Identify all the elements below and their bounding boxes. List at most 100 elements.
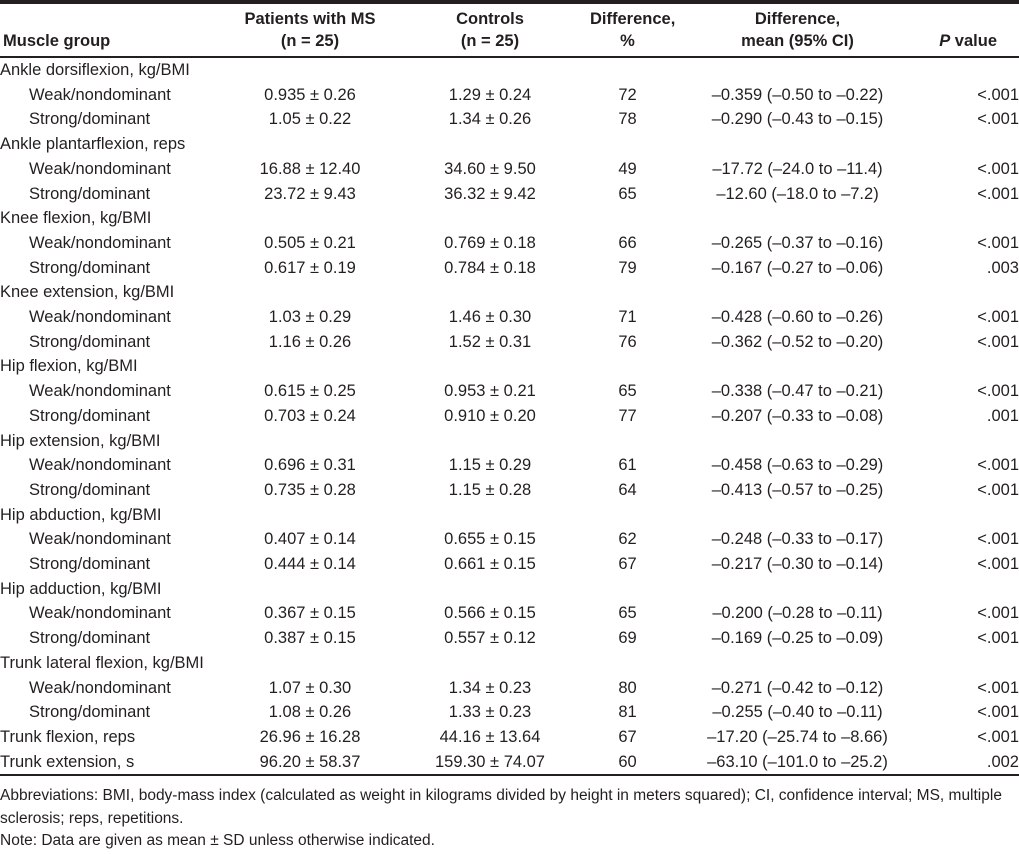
- header-row: Muscle group Patients with MS (n = 25) C…: [0, 2, 1019, 58]
- difference-pct-cell: 79: [618, 258, 637, 277]
- muscle-group-cell: Strong/dominant: [29, 555, 151, 574]
- p-value-cell: <.001: [977, 184, 1019, 203]
- col-header-difference-pct: Difference, %: [590, 2, 675, 58]
- patients-ms-value-cell: 0.735 ± 0.28: [264, 480, 356, 499]
- difference-pct-cell: 49: [618, 159, 637, 178]
- p-value-cell: <.001: [977, 604, 1019, 623]
- patients-ms-value-cell: 1.08 ± 0.26: [268, 703, 352, 722]
- p-value-header-italic: P: [939, 32, 951, 50]
- difference-ci-cell: [665, 577, 930, 602]
- difference-pct-cell: [590, 429, 665, 454]
- col-header-difference-ci: Difference, mean (95% CI): [665, 2, 930, 58]
- p-value-cell: [930, 132, 1019, 157]
- muscle-group-cell: Weak/nondominant: [29, 159, 171, 178]
- p-value-cell: <.001: [977, 530, 1019, 549]
- difference-pct-cell: 80: [618, 678, 637, 697]
- table-group-row: Knee flexion, kg/BMI: [0, 206, 1019, 231]
- muscle-group-cell: Strong/dominant: [29, 258, 151, 277]
- controls-value-cell: 0.661 ± 0.15: [444, 555, 536, 574]
- difference-pct-cell: [590, 354, 665, 379]
- controls-value-cell: 0.910 ± 0.20: [444, 406, 536, 425]
- table-group-row: Knee extension, kg/BMI: [0, 280, 1019, 305]
- p-value-cell: .001: [986, 406, 1019, 425]
- difference-pct-cell: 69: [618, 629, 637, 648]
- table-group-row: Ankle plantarflexion, reps: [0, 132, 1019, 157]
- difference-ci-cell: [665, 280, 930, 305]
- p-value-cell: <.001: [977, 159, 1019, 178]
- results-table: Muscle group Patients with MS (n = 25) C…: [0, 0, 1019, 777]
- muscle-group-cell: Trunk extension, s: [0, 752, 135, 771]
- patients-ms-value-cell: [230, 577, 390, 602]
- table-row: Weak/nondominant 0.615 ± 0.25 0.953 ± 0.21…: [0, 379, 1019, 404]
- difference-ci-cell: –0.359 (–0.50 to –0.22): [711, 85, 884, 104]
- p-value-cell: [930, 206, 1019, 231]
- p-value-cell: [930, 577, 1019, 602]
- patients-ms-value-cell: 0.505 ± 0.21: [264, 233, 356, 252]
- muscle-group-cell: Weak/nondominant: [29, 233, 171, 252]
- controls-value-cell: 0.566 ± 0.15: [444, 604, 536, 623]
- controls-value-cell: [390, 354, 590, 379]
- controls-value-cell: 159.30 ± 74.07: [435, 752, 545, 771]
- difference-ci-cell: –0.255 (–0.40 to –0.11): [712, 703, 883, 722]
- difference-pct-cell: 61: [618, 456, 637, 475]
- controls-value-cell: [390, 503, 590, 528]
- table-row: Strong/dominant 0.387 ± 0.15 0.557 ± 0.12 6…: [0, 626, 1019, 651]
- controls-value-cell: 36.32 ± 9.42: [444, 184, 536, 203]
- muscle-group-cell: Ankle dorsiflexion, kg/BMI: [0, 61, 190, 79]
- difference-ci-cell: –12.60 (–18.0 to –7.2): [716, 184, 879, 203]
- muscle-group-cell: Trunk lateral flexion, kg/BMI: [0, 653, 204, 672]
- difference-pct-cell: 67: [618, 727, 637, 746]
- controls-value-cell: [390, 429, 590, 454]
- controls-value-cell: 1.15 ± 0.28: [448, 480, 532, 499]
- muscle-group-cell: Hip abduction, kg/BMI: [0, 505, 162, 524]
- muscle-group-cell: Hip adduction, kg/BMI: [0, 579, 162, 598]
- table-group-row: Trunk lateral flexion, kg/BMI: [0, 651, 1019, 676]
- difference-ci-cell: –0.413 (–0.57 to –0.25): [711, 480, 884, 499]
- patients-ms-value-cell: 0.367 ± 0.15: [264, 604, 356, 623]
- muscle-group-cell: Weak/nondominant: [29, 530, 171, 549]
- p-value-cell: <.001: [977, 382, 1019, 401]
- difference-ci-cell: –0.217 (–0.30 to –0.14): [711, 555, 884, 574]
- patients-ms-value-cell: [230, 132, 390, 157]
- difference-ci-cell: –0.271 (–0.42 to –0.12): [711, 678, 884, 697]
- muscle-group-cell: Weak/nondominant: [29, 678, 171, 697]
- controls-value-cell: 1.52 ± 0.31: [448, 332, 532, 351]
- table-row: Weak/nondominant 16.88 ± 12.40 34.60 ± 9.5…: [0, 157, 1019, 182]
- p-value-header-rest: value: [950, 32, 997, 50]
- patients-ms-value-cell: 96.20 ± 58.37: [259, 752, 361, 771]
- controls-value-cell: 0.769 ± 0.18: [444, 233, 536, 252]
- patients-ms-value-cell: 0.696 ± 0.31: [264, 456, 356, 475]
- difference-pct-cell: 78: [618, 110, 637, 129]
- difference-pct-cell: 65: [618, 382, 637, 401]
- muscle-group-cell: Strong/dominant: [29, 406, 151, 425]
- controls-value-cell: 0.655 ± 0.15: [444, 530, 536, 549]
- difference-pct-cell: 65: [618, 604, 637, 623]
- table-row: Weak/nondominant 1.07 ± 0.30 1.34 ± 0.23 80…: [0, 676, 1019, 701]
- table-row: Strong/dominant 1.05 ± 0.22 1.34 ± 0.26 78 –…: [0, 107, 1019, 132]
- controls-value-cell: 1.33 ± 0.23: [448, 703, 532, 722]
- table-row: Strong/dominant 23.72 ± 9.43 36.32 ± 9.42 6…: [0, 182, 1019, 207]
- patients-ms-value-cell: [230, 354, 390, 379]
- muscle-group-cell: Weak/nondominant: [29, 308, 171, 327]
- controls-value-cell: 1.46 ± 0.30: [448, 308, 532, 327]
- difference-ci-cell: –0.290 (–0.43 to –0.15): [711, 110, 884, 129]
- patients-ms-value-cell: 1.05 ± 0.22: [268, 110, 352, 129]
- difference-pct-cell: [590, 57, 665, 83]
- p-value-cell: <.001: [977, 629, 1019, 648]
- muscle-group-cell: Strong/dominant: [29, 480, 151, 499]
- table-row: Weak/nondominant 0.505 ± 0.21 0.769 ± 0.18…: [0, 231, 1019, 256]
- muscle-group-cell: Trunk flexion, reps: [0, 727, 136, 746]
- p-value-cell: <.001: [977, 85, 1019, 104]
- p-value-cell: <.001: [977, 110, 1019, 129]
- p-value-cell: [930, 429, 1019, 454]
- p-value-cell: [930, 651, 1019, 676]
- difference-ci-cell: –0.428 (–0.60 to –0.26): [711, 308, 884, 327]
- p-value-cell: [930, 57, 1019, 83]
- muscle-group-cell: Strong/dominant: [29, 110, 151, 129]
- difference-pct-cell: [590, 577, 665, 602]
- difference-pct-cell: 65: [618, 184, 637, 203]
- col-header-p-value: P value: [930, 2, 1019, 58]
- table-footnotes: Abbreviations: BMI, body-mass index (cal…: [0, 785, 1019, 853]
- table-row: Strong/dominant 1.16 ± 0.26 1.52 ± 0.31 76 –…: [0, 330, 1019, 355]
- p-value-cell: <.001: [977, 308, 1019, 327]
